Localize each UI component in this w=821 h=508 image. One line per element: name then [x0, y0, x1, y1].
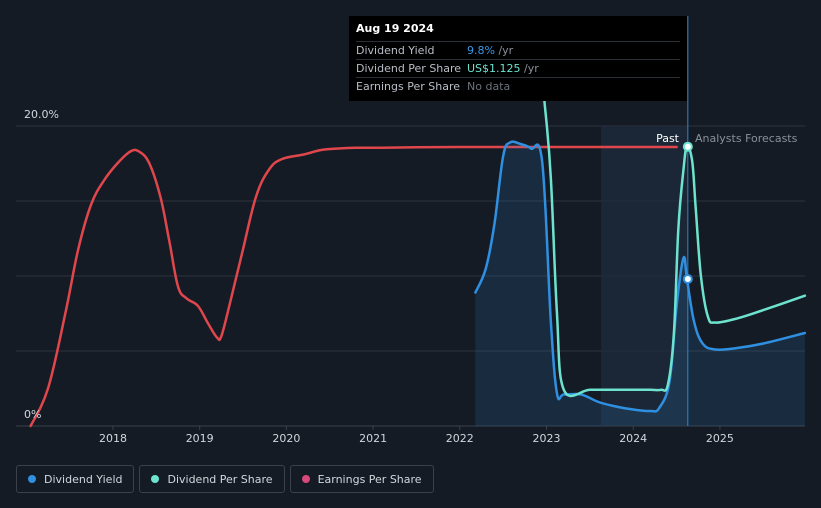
- tooltip: Aug 19 2024 Dividend Yield 9.8% /yr Divi…: [349, 16, 687, 101]
- tooltip-label: Dividend Per Share: [356, 62, 462, 75]
- legend-dividend-yield[interactable]: Dividend Yield: [16, 465, 135, 493]
- tooltip-value: No data: [467, 78, 510, 95]
- dividend-per-share-dot-icon: [151, 475, 160, 483]
- x-tick-label: 2018: [99, 432, 127, 445]
- past-region-shading: [601, 16, 689, 426]
- tooltip-value: 9.8% /yr: [467, 42, 513, 59]
- tooltip-unit: /yr: [494, 44, 514, 57]
- x-tick-label: 2021: [359, 432, 387, 445]
- dividend-yield-marker: [682, 274, 693, 284]
- forecast-label: Analysts Forecasts: [695, 132, 798, 145]
- x-axis: 2018 2019 2020 2021 2022 2023 2024 2025: [99, 426, 734, 445]
- past-label: Past: [656, 132, 680, 145]
- legend-label: Dividend Yield: [44, 472, 123, 486]
- earnings-per-share-dot-icon: [301, 475, 310, 483]
- dividend-yield-dot-icon: [28, 475, 36, 483]
- highlight-markers: [682, 141, 693, 284]
- dividend-per-share-marker: [682, 141, 693, 152]
- x-tick-label: 2020: [272, 432, 300, 445]
- tooltip-date: Aug 19 2024: [356, 22, 434, 35]
- series-layer: [29, 70, 807, 428]
- tooltip-unit: /yr: [520, 62, 539, 75]
- dividend-yield-line: [474, 140, 807, 413]
- tooltip-row-dividend-per-share: Dividend Per Share US$1.125 /yr: [356, 59, 680, 77]
- x-tick-label: 2022: [446, 432, 474, 445]
- y-axis-max-label: 20.0%: [24, 108, 59, 121]
- x-tick-label: 2025: [706, 432, 734, 445]
- legend-label: Dividend Per Share: [167, 472, 273, 486]
- tooltip-label: Earnings Per Share: [356, 80, 461, 93]
- tooltip-row-earnings-per-share: Earnings Per Share No data: [356, 77, 680, 95]
- tooltip-value: US$1.125 /yr: [467, 60, 539, 77]
- past-shade: [601, 126, 688, 426]
- earnings-per-share-line: [29, 145, 678, 428]
- tooltip-row-dividend-yield: Dividend Yield 9.8% /yr: [356, 41, 680, 59]
- x-tick-label: 2019: [186, 432, 214, 445]
- x-tick-label: 2023: [533, 432, 561, 445]
- legend-dividend-per-share[interactable]: Dividend Per Share: [139, 465, 285, 493]
- tooltip-label: Dividend Yield: [356, 44, 435, 57]
- legend-earnings-per-share[interactable]: Earnings Per Share: [289, 465, 434, 493]
- tooltip-number: 9.8%: [467, 44, 495, 57]
- y-axis-min-label: 0%: [24, 408, 41, 421]
- dividend-yield-area: [475, 141, 805, 427]
- legend: Dividend Yield Dividend Per Share Earnin…: [16, 465, 434, 493]
- x-tick-label: 2024: [619, 432, 647, 445]
- legend-label: Earnings Per Share: [317, 472, 422, 486]
- tooltip-number: No data: [467, 80, 511, 93]
- tooltip-number: US$1.125: [467, 62, 521, 75]
